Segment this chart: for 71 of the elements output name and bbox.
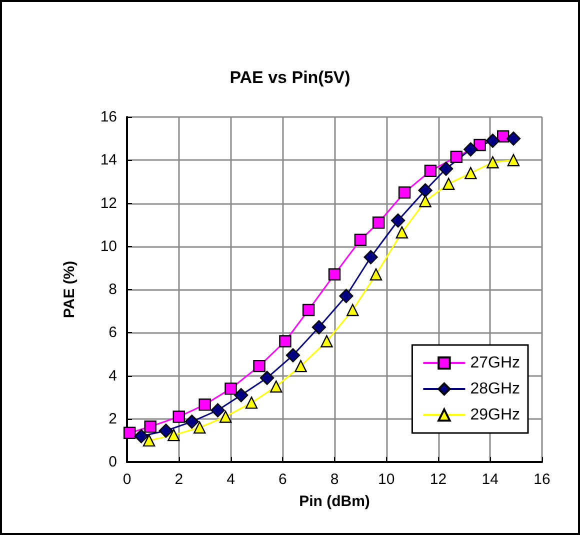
point	[123, 426, 136, 439]
y-tick-label: 4	[108, 367, 117, 384]
point	[346, 304, 359, 316]
point	[219, 410, 232, 423]
point	[486, 156, 499, 168]
x-tick-label: 0	[122, 471, 132, 488]
point	[486, 134, 500, 148]
y-tick-label: 6	[108, 324, 117, 342]
legend-label: 29GHz	[470, 406, 520, 424]
point	[418, 183, 432, 198]
point	[279, 335, 292, 348]
y-tick-label: 8	[108, 281, 117, 298]
x-tick-label: 10	[378, 471, 395, 488]
point	[464, 142, 478, 156]
y-tick-label: 16	[100, 108, 117, 126]
y-tick-label: 10	[100, 238, 117, 255]
point	[134, 429, 148, 444]
y-tick-label: 12	[100, 194, 117, 212]
point	[320, 335, 333, 348]
x-tick-label: 14	[482, 471, 498, 488]
point	[364, 250, 378, 264]
point	[507, 154, 520, 166]
point	[270, 380, 282, 393]
x-axis-title: Pin (dBm)	[299, 493, 370, 510]
point	[172, 410, 185, 423]
point	[339, 288, 354, 304]
x-tick-label: 12	[430, 471, 447, 488]
point	[184, 414, 199, 429]
point	[328, 268, 341, 281]
point	[260, 370, 274, 386]
point	[302, 304, 315, 316]
point	[390, 213, 406, 228]
point	[168, 428, 180, 442]
point	[372, 216, 385, 229]
legend-label: 27GHz	[470, 354, 520, 372]
x-tick-label: 16	[534, 471, 550, 488]
point	[234, 388, 248, 402]
point	[464, 166, 477, 180]
point	[312, 320, 326, 334]
x-tick-label: 4	[226, 471, 235, 488]
point	[286, 348, 300, 362]
point	[438, 162, 454, 176]
x-tick-label: 2	[174, 471, 184, 488]
x-tick-label: 6	[278, 471, 287, 488]
y-axis-title: PAE (%)	[61, 260, 78, 318]
point	[224, 382, 237, 395]
point	[442, 178, 455, 190]
point	[424, 164, 437, 178]
y-tick-label: 2	[108, 410, 117, 428]
point	[245, 396, 258, 409]
point	[396, 226, 408, 238]
point	[354, 234, 367, 246]
legend-label: 28GHz	[470, 380, 520, 398]
x-tick-label: 8	[330, 471, 339, 488]
point	[294, 360, 307, 372]
point	[144, 420, 156, 433]
y-tick-label: 14	[100, 152, 117, 169]
point	[370, 268, 382, 281]
point	[474, 138, 486, 152]
point	[253, 360, 266, 372]
point	[450, 150, 463, 163]
chart-title: PAE vs Pin(5V)	[230, 68, 350, 87]
point	[158, 424, 174, 438]
point	[398, 186, 411, 199]
point	[198, 398, 211, 411]
point	[194, 421, 206, 434]
y-tick-label: 0	[108, 454, 117, 470]
point	[506, 131, 521, 146]
point	[142, 434, 156, 447]
point	[419, 194, 432, 208]
point	[210, 403, 225, 418]
